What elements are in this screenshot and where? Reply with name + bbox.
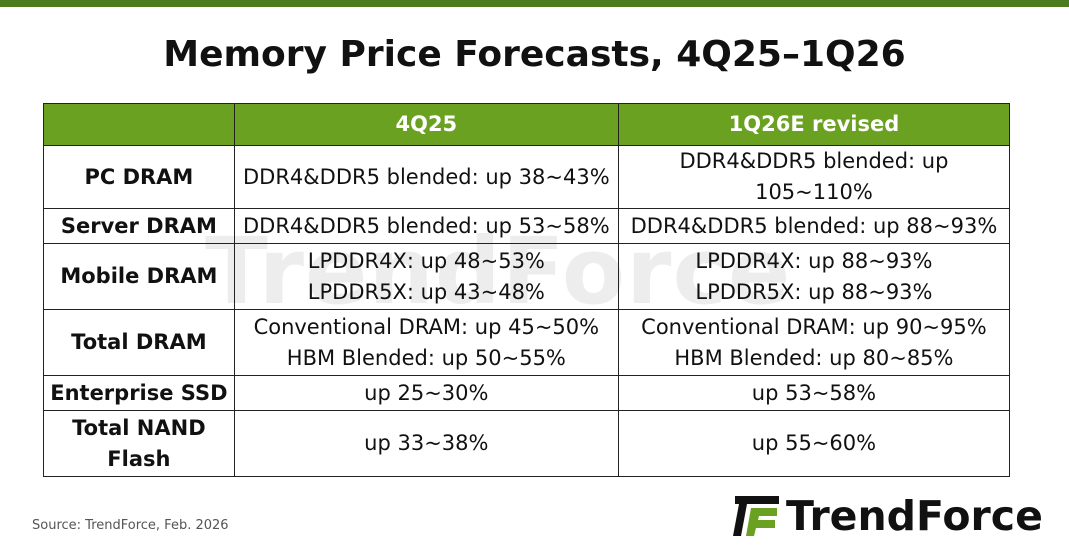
- table-cell: Conventional DRAM: up 45~50% HBM Blended:…: [233, 309, 619, 376]
- cell-line: LPDDR4X: up 88~93%: [695, 248, 933, 273]
- table-cell: up 53~58%: [617, 375, 1011, 411]
- row-label: PC DRAM: [43, 145, 235, 209]
- cell-line: up 55~60%: [751, 431, 877, 455]
- cell-line: up 25~30%: [364, 380, 489, 405]
- cell-line: DDR4&DDR5 blended: up 88~93%: [630, 213, 998, 238]
- table-row: PC DRAM DDR4&DDR5 blended: up 38~43% DDR4&…: [43, 145, 1011, 209]
- title: Memory Price Forecasts, 4Q25–1Q26: [163, 34, 906, 75]
- cell-line: DDR4&DDR5 blended: up 38~43%: [243, 164, 610, 189]
- table-cell: DDR4&DDR5 blended: up 88~93%: [617, 208, 1011, 244]
- cell-line: DDR4&DDR5 blended: up 105~110%: [679, 149, 949, 204]
- cell-line: Server DRAM: [60, 213, 217, 238]
- cell-line: HBM Blended: up 50~55%: [286, 345, 566, 370]
- cell-line: Conventional DRAM: up 45~50%: [253, 314, 600, 339]
- table-cell: up 33~38%: [233, 410, 619, 477]
- table-row: Total DRAM Conventional DRAM: up 45~50% HB…: [43, 309, 1011, 376]
- row-label: Total DRAM: [43, 309, 235, 376]
- logo-text: TrendForce: [786, 492, 1043, 540]
- cell-line: Enterprise SSD: [50, 380, 228, 405]
- cell-line: up 33~38%: [364, 431, 489, 455]
- cell-line: Conventional DRAM: up 90~95%: [641, 314, 987, 339]
- table-cell: Conventional DRAM: up 90~95% HBM Blended:…: [617, 309, 1011, 376]
- table-row: Enterprise SSD up 25~30% up 53~58%: [43, 375, 1011, 411]
- table-cell: up 25~30%: [233, 375, 619, 411]
- table-cell: DDR4&DDR5 blended: up 105~110%: [617, 145, 1011, 209]
- header-row: 4Q25 1Q26E revised: [43, 103, 1011, 146]
- row-label: Enterprise SSD: [43, 375, 235, 411]
- table-cell: LPDDR4X: up 88~93% LPDDR5X: up 88~93%: [617, 243, 1011, 310]
- table-cell: up 55~60%: [617, 410, 1011, 477]
- row-label: Mobile DRAM: [43, 243, 235, 310]
- cell-line: LPDDR5X: up 88~93%: [695, 279, 933, 304]
- forecast-table: 4Q25 1Q26E revised PC DRAM DDR4&DDR5 blende…: [43, 103, 1011, 477]
- table-row: Total NAND Flash up 33~38% up 55~60%: [43, 410, 1011, 477]
- cell-line: Total NAND: [72, 415, 206, 440]
- cell-line: PC DRAM: [84, 164, 194, 189]
- header-cell: [43, 103, 235, 146]
- logo-icon: [733, 496, 779, 536]
- row-label: Total NAND Flash: [43, 410, 235, 477]
- cell-line: Flash: [107, 446, 171, 471]
- source: Source: TrendForce, Feb. 2026: [32, 518, 229, 533]
- cell-line: up 53~58%: [751, 380, 877, 405]
- header-cell: 1Q26E revised: [617, 103, 1011, 146]
- table-row: Server DRAM DDR4&DDR5 blended: up 53~58% D…: [43, 208, 1011, 244]
- table-cell: DDR4&DDR5 blended: up 53~58%: [233, 208, 619, 244]
- row-label: Server DRAM: [43, 208, 235, 244]
- table-cell: DDR4&DDR5 blended: up 38~43%: [233, 145, 619, 209]
- cell-line: Mobile DRAM: [60, 264, 218, 288]
- table-row: Mobile DRAM LPDDR4X: up 48~53% LPDDR5X: up…: [43, 243, 1011, 310]
- table-cell: LPDDR4X: up 48~53% LPDDR5X: up 43~48%: [233, 243, 619, 310]
- cell-line: LPDDR4X: up 48~53%: [307, 248, 545, 273]
- cell-line: LPDDR5X: up 43~48%: [307, 279, 545, 304]
- header-cell: 4Q25: [233, 103, 619, 146]
- cell-line: HBM Blended: up 80~85%: [674, 345, 954, 370]
- top-bar: [0, 0, 1069, 7]
- cell-line: DDR4&DDR5 blended: up 53~58%: [243, 213, 610, 238]
- cell-line: Total DRAM: [71, 330, 207, 354]
